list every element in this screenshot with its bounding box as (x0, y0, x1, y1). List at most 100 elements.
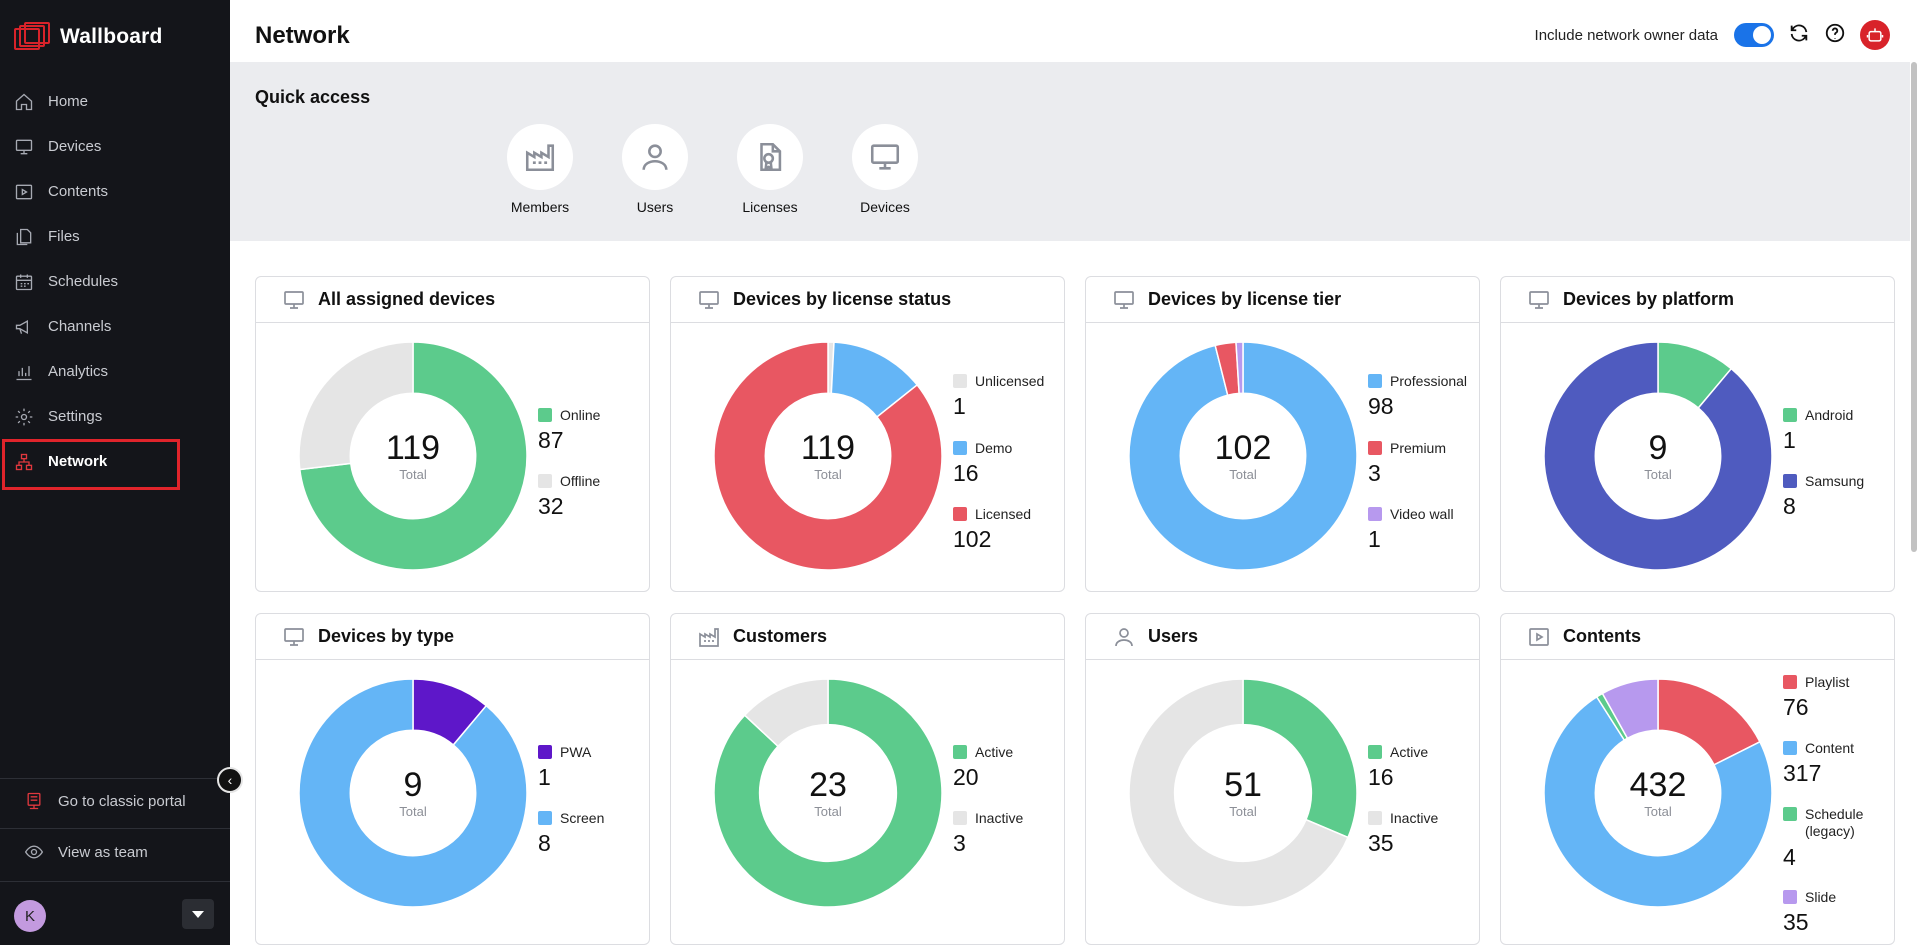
legend-item-schedule-legacy[interactable]: Schedule (legacy) 4 (1783, 806, 1885, 871)
legend-swatch (953, 441, 967, 455)
legend-value: 16 (1368, 764, 1394, 790)
nav-item-devices[interactable]: Devices (0, 124, 230, 169)
nav-item-analytics[interactable]: Analytics (0, 349, 230, 394)
eye-icon (24, 845, 44, 859)
legend-label-row: Active (953, 744, 1013, 760)
legend-value: 1 (538, 764, 551, 790)
legend-item-android[interactable]: Android 1 (1783, 407, 1853, 454)
card-customers: Customers 23 Total Active 20 Inactive 3 (670, 613, 1065, 945)
monitor-icon (284, 627, 304, 646)
card-header: Devices by platform (1501, 277, 1894, 323)
legend-item-licensed[interactable]: Licensed 102 (953, 506, 1031, 553)
legend-item-demo[interactable]: Demo 16 (953, 440, 1012, 487)
donut-slice-inactive[interactable] (743, 678, 829, 748)
nav-item-contents[interactable]: Contents (0, 169, 230, 214)
legend-item-slide[interactable]: Slide 35 (1783, 889, 1836, 936)
legend-item-online[interactable]: Online 87 (538, 407, 600, 454)
owner-data-toggle[interactable] (1734, 23, 1774, 47)
card-title: Devices by type (318, 626, 455, 646)
legend-item-content[interactable]: Content 317 (1783, 740, 1854, 787)
assistant-bot-button[interactable] (1860, 20, 1890, 50)
caret-down-icon (192, 910, 204, 918)
collapse-sidebar-button[interactable]: ‹ (217, 767, 243, 793)
page-scrollbar[interactable] (1911, 62, 1917, 552)
donut-slice-screen[interactable] (298, 678, 528, 908)
quick-access-circle (737, 124, 803, 190)
card-header: Devices by license tier (1086, 277, 1479, 323)
nav-item-network[interactable]: Network (0, 439, 230, 490)
donut-total-value: 432 (1629, 766, 1687, 804)
legend-item-video-wall[interactable]: Video wall 1 (1368, 506, 1454, 553)
monitor-icon (1529, 290, 1549, 309)
donut-chart (1543, 341, 1773, 571)
view-as-team-link[interactable]: View as team (24, 842, 148, 862)
legend-item-samsung[interactable]: Samsung 8 (1783, 473, 1864, 520)
legend-item-inactive[interactable]: Inactive 3 (953, 810, 1023, 857)
user-menu-button[interactable] (182, 899, 214, 929)
legend-item-active[interactable]: Active 20 (953, 744, 1013, 791)
donut-slice-licensed[interactable] (713, 341, 943, 571)
nav-item-settings[interactable]: Settings (0, 394, 230, 439)
quick-access-members[interactable]: Members (495, 124, 585, 215)
donut-slice-video-wall[interactable] (1235, 341, 1244, 395)
owner-data-toggle-label: Include network owner data (1534, 26, 1718, 44)
nav-item-schedules[interactable]: Schedules (0, 259, 230, 304)
legend-label-row: Demo (953, 440, 1012, 456)
donut-slice-active[interactable] (1242, 678, 1358, 839)
donut-slice-slide[interactable] (1601, 678, 1659, 740)
avatar[interactable]: K (14, 900, 46, 932)
legend-value: 32 (538, 493, 564, 519)
monitor-icon (1114, 290, 1134, 309)
legend-item-inactive[interactable]: Inactive 35 (1368, 810, 1438, 857)
classic-portal-link[interactable]: Go to classic portal (24, 791, 186, 811)
donut-chart (298, 341, 528, 571)
donut-slice-active[interactable] (713, 678, 943, 908)
help-button[interactable] (1824, 22, 1846, 49)
legend-item-unlicensed[interactable]: Unlicensed 1 (953, 373, 1044, 420)
legend-swatch (1368, 507, 1382, 521)
legend-item-active[interactable]: Active 16 (1368, 744, 1428, 791)
legend-value: 8 (538, 830, 551, 856)
legend-item-offline[interactable]: Offline 32 (538, 473, 600, 520)
bar-chart-icon (16, 365, 32, 380)
sidebar-divider (0, 881, 230, 882)
card-header: Users (1086, 614, 1479, 660)
donut-slice-offline[interactable] (298, 341, 414, 471)
donut-chart (713, 341, 943, 571)
nav-label: Analytics (48, 363, 109, 380)
donut-slice-samsung[interactable] (1543, 341, 1773, 571)
legend-item-pwa[interactable]: PWA 1 (538, 744, 591, 791)
card-title: Devices by license status (733, 289, 952, 309)
quick-access-users[interactable]: Users (610, 124, 700, 215)
refresh-button[interactable] (1788, 22, 1810, 49)
donut-slice-inactive[interactable] (1128, 678, 1349, 908)
legend-label-row: Professional (1368, 373, 1467, 389)
legend-label-row: Schedule (legacy) (1783, 806, 1885, 840)
donut-slice-professional[interactable] (1128, 341, 1358, 571)
legend-label: Online (560, 407, 601, 423)
legend-item-screen[interactable]: Screen 8 (538, 810, 604, 857)
quick-access-licenses[interactable]: Licenses (725, 124, 815, 215)
donut-slice-content[interactable] (1543, 695, 1773, 908)
calendar-icon (15, 274, 33, 290)
donut-slice-online[interactable] (298, 341, 528, 571)
legend-value: 102 (953, 526, 992, 552)
nav-item-home[interactable]: Home (0, 79, 230, 124)
brand[interactable]: Wallboard (14, 22, 163, 52)
legend-item-professional[interactable]: Professional 98 (1368, 373, 1467, 420)
legend-label-row: Active (1368, 744, 1428, 760)
nav-item-channels[interactable]: Channels (0, 304, 230, 349)
header: Network Include network owner data (230, 0, 1920, 62)
quick-access-devices[interactable]: Devices (840, 124, 930, 215)
legend-value: 3 (953, 830, 966, 856)
legend-swatch (953, 745, 967, 759)
legend-item-playlist[interactable]: Playlist 76 (1783, 674, 1849, 721)
donut-chart (1128, 678, 1358, 908)
nav-label: Devices (48, 138, 102, 155)
nav-item-files[interactable]: Files (0, 214, 230, 259)
legend-item-premium[interactable]: Premium 3 (1368, 440, 1446, 487)
card-header: All assigned devices (256, 277, 649, 323)
gear-icon (15, 408, 33, 425)
quick-access-title: Quick access (255, 87, 371, 107)
legend-value: 35 (1368, 830, 1394, 856)
